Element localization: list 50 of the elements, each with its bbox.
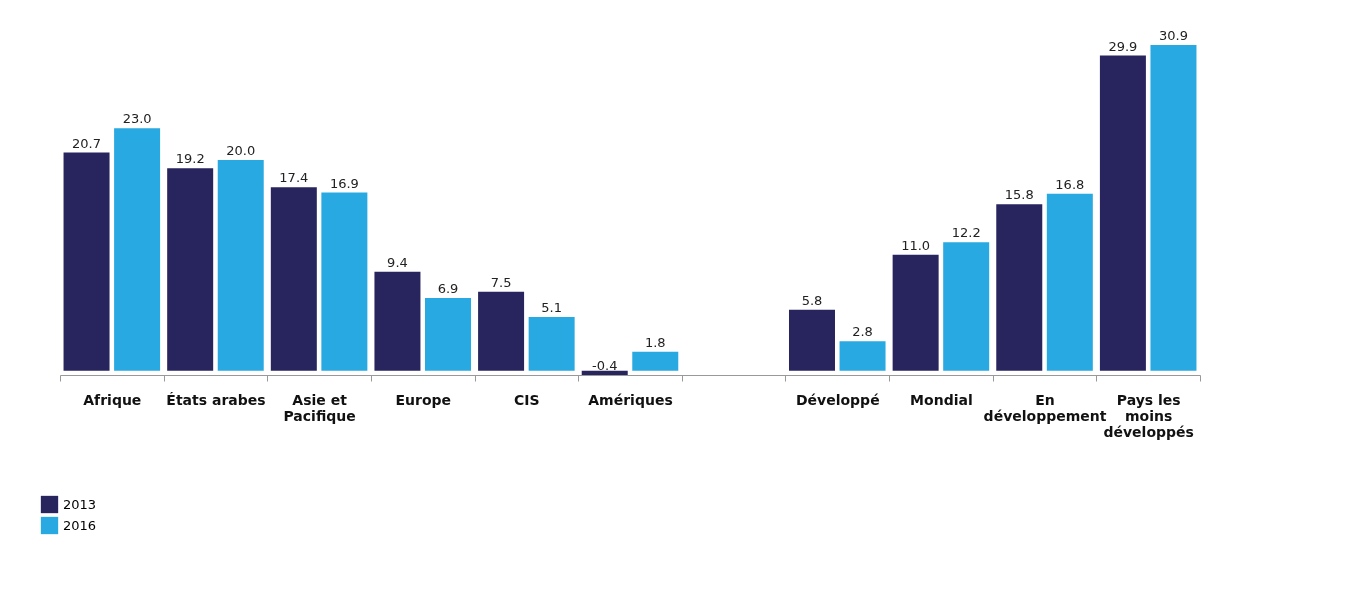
x-tick-label: Développé [795, 391, 880, 408]
data-label: 16.8 [1055, 176, 1085, 192]
data-label: 7.5 [490, 274, 512, 290]
data-label: 30.9 [1158, 28, 1188, 43]
data-label: 6.9 [437, 281, 459, 297]
bar [581, 370, 628, 375]
bar [996, 204, 1043, 371]
data-label: 1.8 [644, 334, 666, 350]
data-label: 9.4 [387, 254, 408, 270]
bar [1099, 55, 1146, 371]
bar [839, 341, 886, 371]
bar [114, 128, 161, 371]
bar [528, 317, 575, 371]
data-label: 2.8 [852, 324, 873, 340]
data-label: 11.0 [901, 237, 931, 253]
data-label: 5.8 [801, 292, 823, 308]
x-tick-label: Mondial [910, 391, 973, 408]
data-label: 17.4 [279, 170, 309, 186]
x-tick-label: Europe [395, 391, 452, 408]
bar [1046, 193, 1093, 371]
data-label: 19.2 [175, 151, 205, 167]
x-tick-label: Amériques [588, 391, 673, 408]
data-label: 20.7 [72, 135, 102, 151]
data-label: 16.9 [329, 175, 359, 191]
data-label: -0.4 [592, 358, 618, 373]
legend-label: 2013 [63, 496, 97, 512]
bar [892, 254, 939, 371]
data-label: 29.9 [1108, 38, 1138, 54]
bar [167, 168, 214, 371]
bar [270, 187, 317, 371]
data-label: 5.1 [541, 300, 562, 316]
bar [63, 152, 110, 371]
x-tick-label: Afrique [83, 391, 142, 408]
data-label: 15.8 [1004, 187, 1034, 203]
bar [374, 271, 421, 371]
legend-label: 2016 [63, 517, 97, 533]
bar [217, 159, 264, 371]
x-tick-label: Asie et Pacifique [283, 391, 356, 424]
data-label: 12.2 [951, 225, 981, 241]
data-label: 20.0 [226, 142, 256, 158]
bar [943, 242, 990, 371]
data-label: 23.0 [122, 111, 152, 127]
x-tick-label: États arabes [166, 391, 266, 408]
bar [1150, 45, 1197, 371]
bar [425, 298, 471, 371]
x-tick-label: CIS [514, 391, 540, 408]
bar [789, 309, 835, 371]
bar [478, 291, 525, 371]
bar [321, 192, 368, 371]
bar [632, 351, 679, 371]
